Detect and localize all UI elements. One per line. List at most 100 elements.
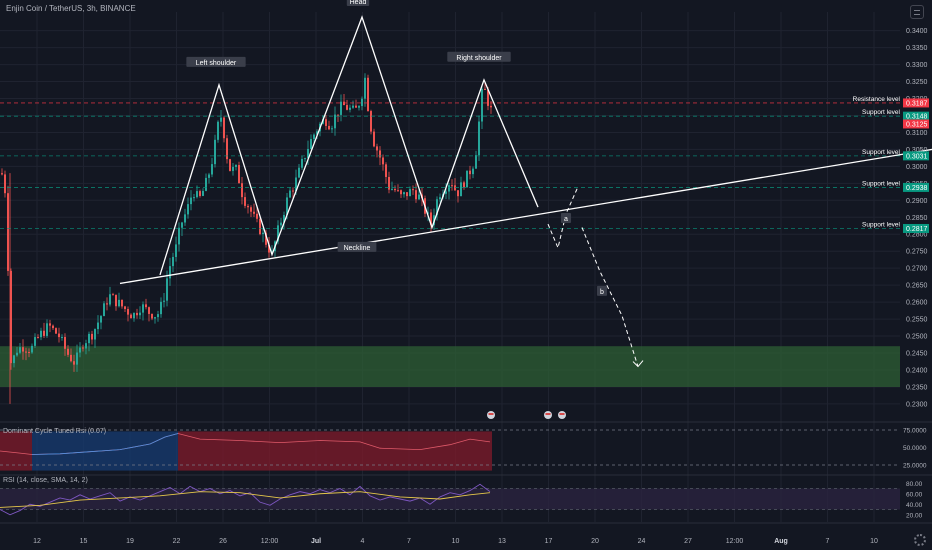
candle (256, 213, 258, 219)
level-label: Support level (862, 149, 900, 156)
x-tick-label: 7 (407, 538, 411, 545)
candle (91, 333, 93, 340)
y-tick-label: 0.2900 (906, 198, 928, 205)
candle (184, 214, 186, 223)
event-flag-stripe (545, 413, 551, 415)
candle (19, 347, 21, 353)
y-tick-label: 0.2300 (906, 401, 928, 408)
y-tick-label: 0.3400 (906, 28, 928, 35)
candle (64, 336, 66, 349)
ind2-tick-label: 80.00 (906, 481, 923, 488)
level-label: Support level (862, 221, 900, 228)
rsi-line (0, 483, 491, 516)
candle (481, 88, 483, 122)
ind2-tick-label: 60.00 (906, 491, 923, 498)
candle (97, 322, 99, 330)
candle (232, 166, 234, 171)
candle (259, 218, 261, 235)
candle (31, 345, 33, 353)
candle (388, 176, 390, 190)
price-tag-label: 0.3031 (906, 153, 928, 160)
price-tag-label: 0.2938 (906, 185, 928, 192)
y-tick-label: 0.2700 (906, 266, 928, 273)
candle (151, 313, 153, 319)
x-tick-label: 17 (545, 538, 553, 545)
candle (280, 222, 282, 226)
y-tick-label: 0.2400 (906, 367, 928, 374)
candle (214, 139, 216, 165)
price-tag-label: 0.2817 (906, 226, 928, 233)
candle (472, 168, 474, 175)
y-tick-label: 0.3300 (906, 62, 928, 69)
candle (154, 317, 156, 319)
level-label: Support level (862, 180, 900, 187)
candle (289, 190, 291, 198)
candle (418, 194, 420, 200)
candle (106, 303, 108, 305)
candle (139, 312, 141, 316)
candle (475, 155, 477, 169)
rsi-band (0, 488, 900, 510)
candle (22, 347, 24, 352)
y-tick-label: 0.3050 (906, 147, 928, 154)
candle (301, 158, 303, 168)
candle (196, 191, 198, 198)
candle (358, 106, 360, 108)
gear-icon[interactable] (914, 534, 926, 546)
pattern-label-bg (186, 56, 246, 67)
candle (112, 294, 114, 296)
candle (166, 278, 168, 301)
x-tick-label: 15 (80, 538, 88, 545)
candle (109, 294, 111, 305)
candle (487, 89, 489, 106)
candle (271, 251, 273, 253)
candle (118, 299, 120, 307)
candle (187, 204, 189, 215)
candle (400, 190, 402, 195)
y-tick-label: 0.3350 (906, 45, 928, 52)
candle (331, 128, 333, 130)
candle (133, 312, 135, 319)
candle (1, 173, 3, 175)
candle (463, 182, 465, 188)
candle (295, 177, 297, 191)
rsi-sma-line (0, 491, 491, 508)
candle (13, 355, 15, 364)
demand-zone (0, 346, 900, 387)
candle (253, 211, 255, 214)
pattern-label-bg (560, 212, 572, 223)
candle (43, 330, 45, 336)
candle (217, 121, 219, 140)
price-tag (903, 98, 929, 108)
pattern-label-bg (596, 285, 608, 296)
candle (124, 306, 126, 310)
candle (25, 351, 27, 353)
candle (82, 347, 84, 349)
x-tick-label: 19 (126, 538, 134, 545)
x-tick-label: 27 (684, 538, 692, 545)
candle (46, 323, 48, 336)
x-tick-label: 7 (826, 538, 830, 545)
price-tag (903, 111, 929, 121)
candle (145, 304, 147, 308)
candle (352, 105, 354, 108)
candle (343, 101, 345, 106)
candle (160, 301, 162, 315)
candle (406, 192, 408, 197)
x-tick-label: 22 (173, 538, 181, 545)
menu-icon[interactable] (910, 5, 924, 19)
candle (439, 197, 441, 200)
candle (58, 333, 60, 338)
candle (163, 300, 165, 302)
candle (391, 188, 393, 190)
cycle-rsi-label: Dominant Cycle Tuned Rsi (0.07) (3, 428, 107, 435)
candle (241, 183, 243, 198)
candle (55, 328, 57, 334)
pattern-label: Head (350, 0, 367, 6)
candle (340, 101, 342, 115)
candle (445, 191, 447, 194)
candle (127, 309, 129, 315)
candle (478, 121, 480, 156)
candle (277, 225, 279, 242)
